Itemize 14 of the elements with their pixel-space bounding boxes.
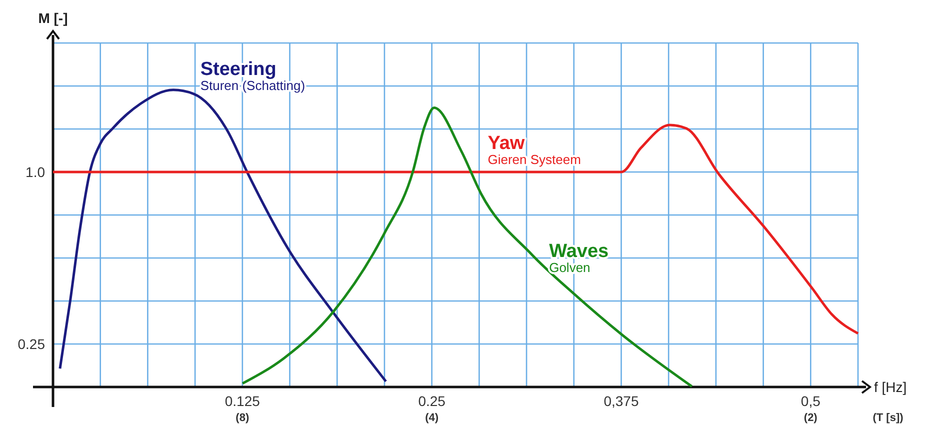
- series-label: Yaw: [488, 132, 525, 154]
- text: (8): [236, 412, 250, 424]
- x-tick-label: 0,375: [604, 393, 639, 409]
- x-axis-title: f [Hz]: [874, 379, 907, 395]
- x-tick-label: 0.125: [224, 393, 260, 409]
- x-tick-label: 0.25: [418, 393, 446, 409]
- y-axis-title: M [-]: [38, 10, 68, 26]
- text: (2): [804, 412, 818, 424]
- line-series: [52, 124, 860, 335]
- x-tick-label: 0,5: [800, 393, 821, 409]
- text: (T [s]): [872, 412, 904, 424]
- y-tick-label: 1.0: [26, 164, 46, 180]
- text: (4): [425, 412, 439, 424]
- line-series: [241, 106, 694, 388]
